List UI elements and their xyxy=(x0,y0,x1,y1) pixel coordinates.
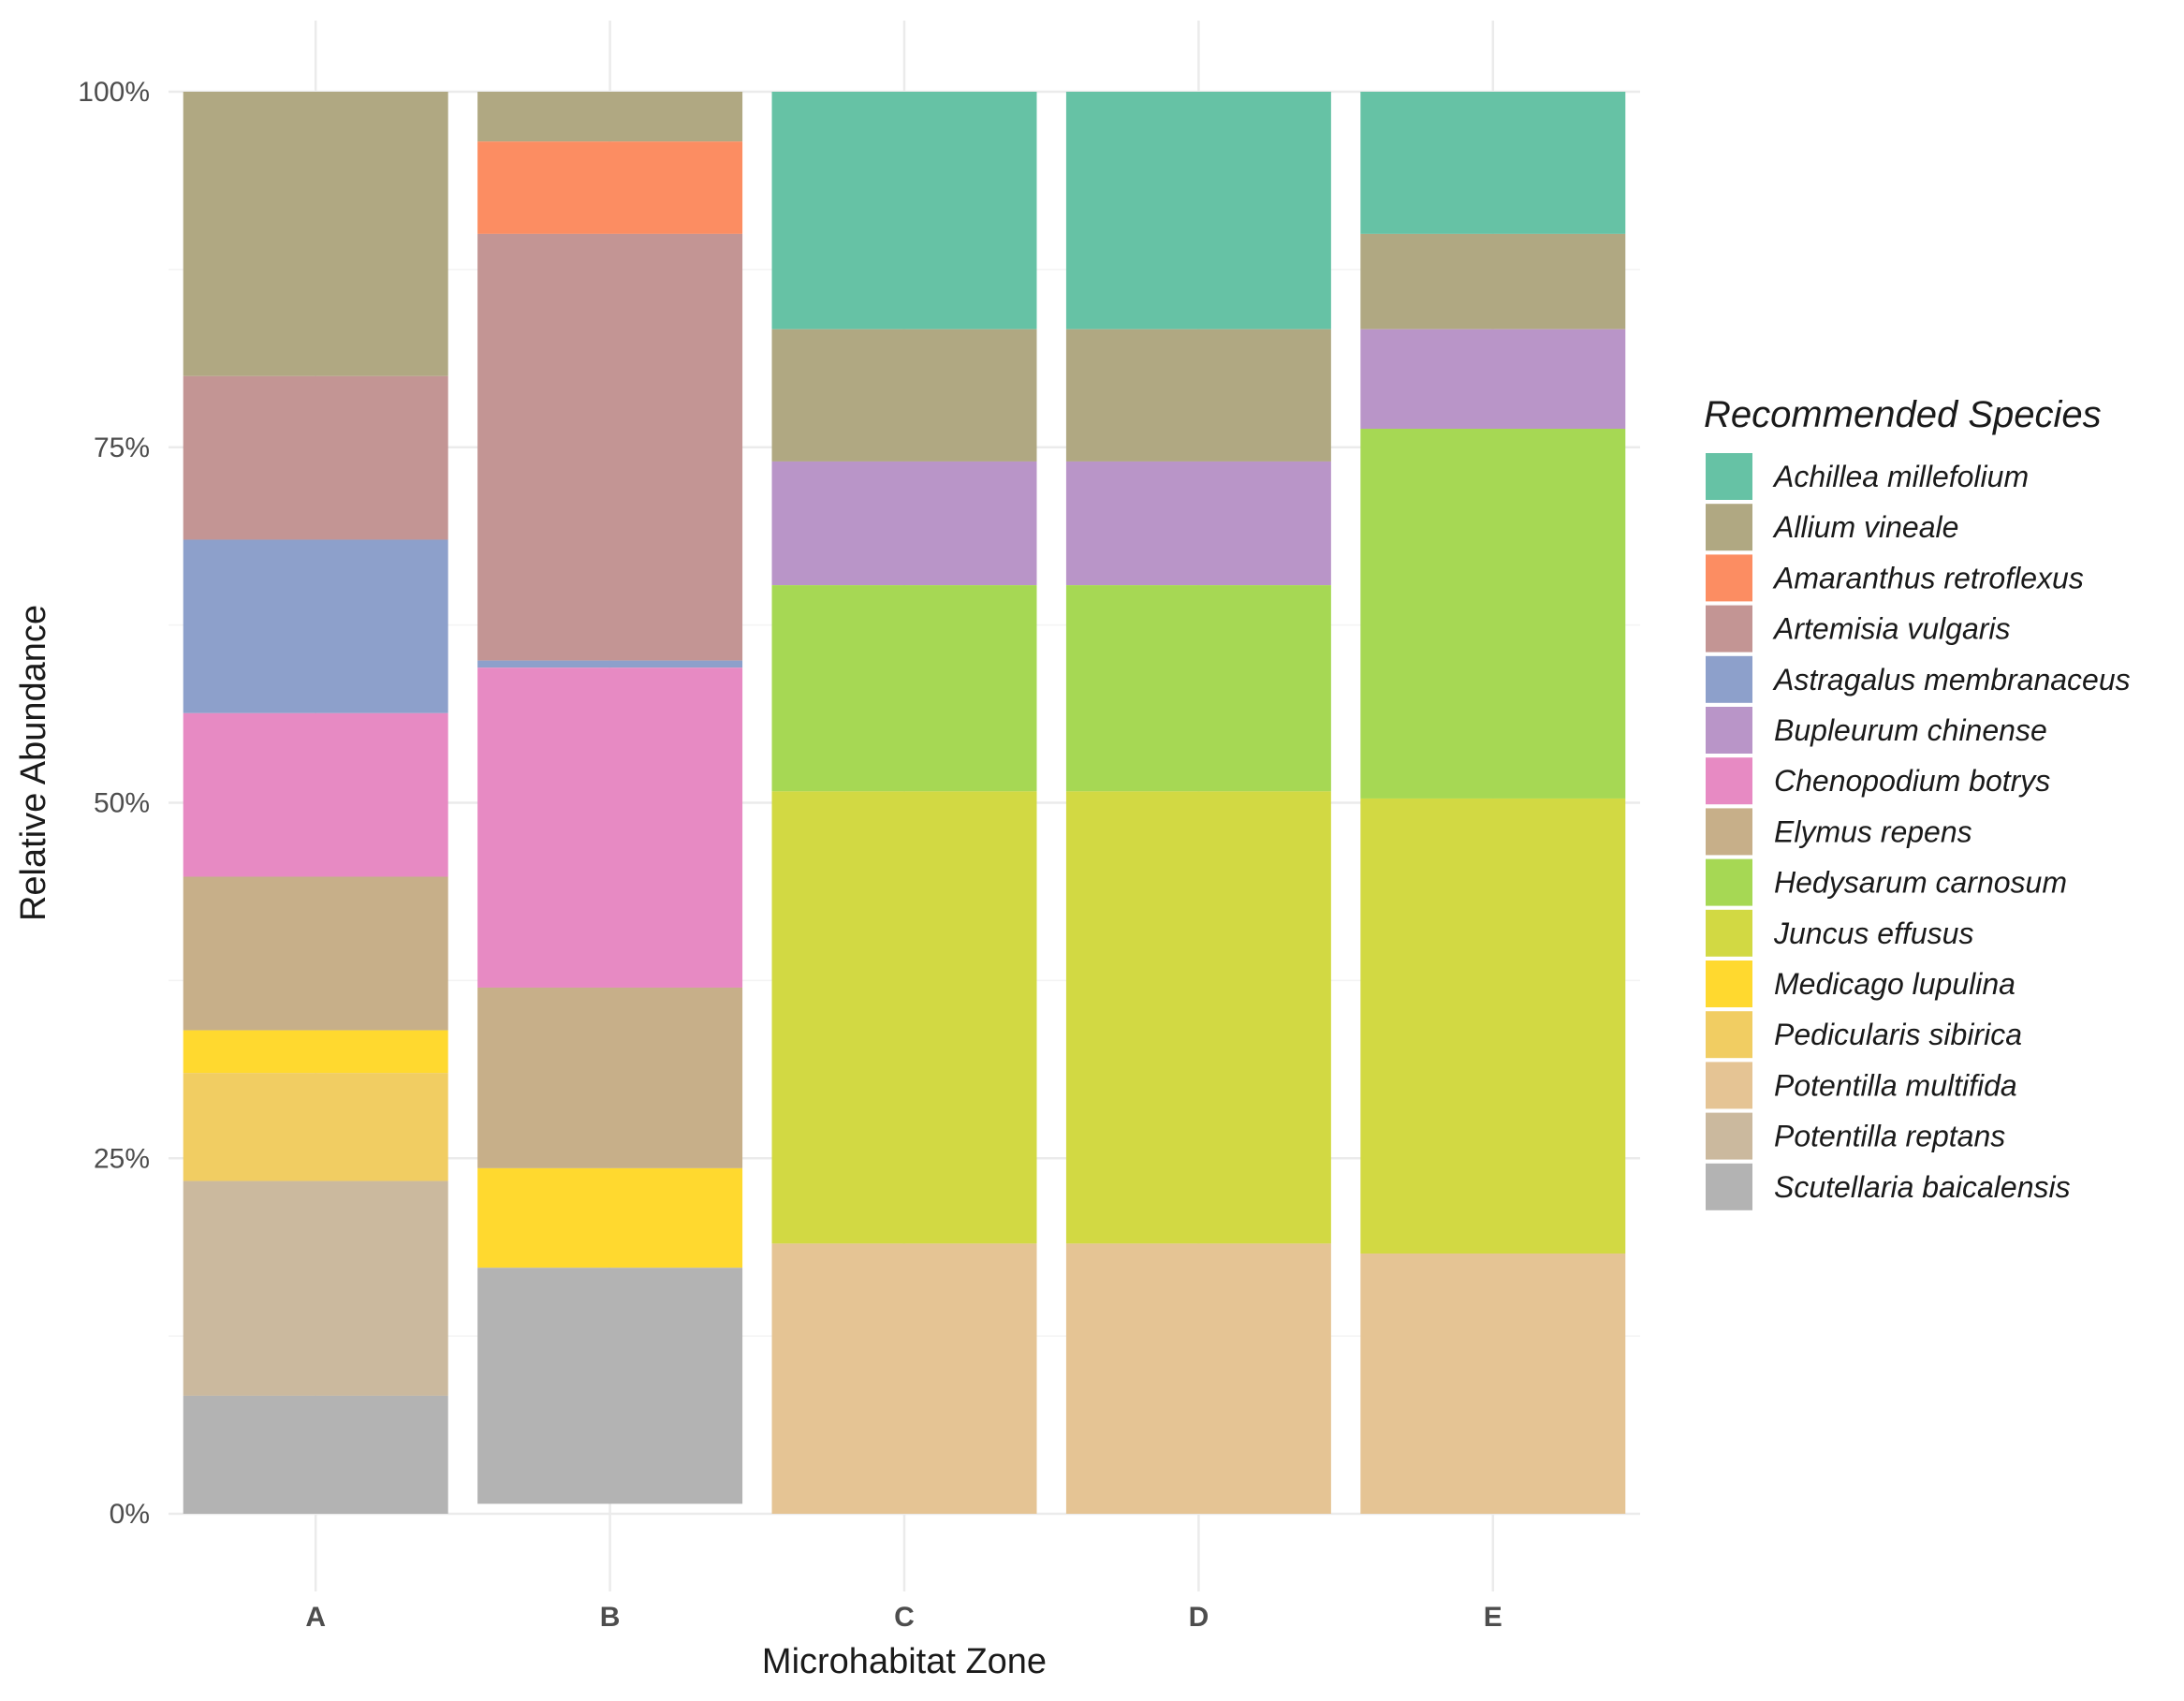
bar-segment-b-amaranthus-retroflexus xyxy=(477,141,743,234)
bar-segment-b-astragalus-membranaceus xyxy=(477,660,743,668)
bar-segment-a-artemisia-vulgaris xyxy=(183,375,448,540)
legend-key-scutellaria-baicalensis xyxy=(1706,1163,1752,1210)
bar-segment-c-achillea-millefolium xyxy=(771,92,1037,330)
bar-segment-a-potentilla-reptans xyxy=(183,1180,448,1396)
legend-label-amaranthus-retroflexus: Amaranthus retroflexus xyxy=(1772,561,2084,594)
x-tick-label: D xyxy=(1189,1602,1209,1633)
bar-segment-e-juncus-effusus xyxy=(1360,798,1626,1254)
bar-segment-a-allium-vineale xyxy=(183,92,448,376)
legend-label-pedicularis-sibirica: Pedicularis sibirica xyxy=(1774,1018,2022,1051)
y-axis-ticks: 0% 25% 50% 75% 100% xyxy=(78,77,150,1530)
legend-label-elymus-repens: Elymus repens xyxy=(1774,814,1972,848)
legend-key-amaranthus-retroflexus xyxy=(1706,554,1752,602)
bar-segment-b-scutellaria-baicalensis xyxy=(477,1268,743,1504)
bar-segment-a-elymus-repens xyxy=(183,876,448,1031)
bar-segment-c-potentilla-multifida xyxy=(771,1243,1037,1514)
bar-segment-b-allium-vineale xyxy=(477,92,743,142)
bar-segment-c-bupleurum-chinense xyxy=(771,461,1037,586)
legend-key-allium-vineale xyxy=(1706,504,1752,551)
legend-key-artemisia-vulgaris xyxy=(1706,605,1752,653)
legend-label-artemisia-vulgaris: Artemisia vulgaris xyxy=(1772,612,2011,646)
legend-label-scutellaria-baicalensis: Scutellaria baicalensis xyxy=(1774,1170,2071,1204)
bar-segment-e-potentilla-multifida xyxy=(1360,1254,1626,1514)
bar-segment-d-allium-vineale xyxy=(1065,329,1331,462)
legend-label-chenopodium-botrys: Chenopodium botrys xyxy=(1774,764,2050,798)
bar-segment-d-juncus-effusus xyxy=(1065,791,1331,1244)
legend-key-potentilla-reptans xyxy=(1706,1112,1752,1160)
bar-segment-b-artemisia-vulgaris xyxy=(477,233,743,661)
legend-label-achillea-millefolium: Achillea millefolium xyxy=(1772,460,2029,493)
legend: Recommended Species Achillea millefolium… xyxy=(1704,394,2131,1210)
legend-key-potentilla-multifida xyxy=(1706,1062,1752,1109)
bar-segment-a-chenopodium-botrys xyxy=(183,712,448,877)
legend-key-astragalus-membranaceus xyxy=(1706,655,1752,703)
x-axis-ticks: A B C D E xyxy=(305,1602,1502,1633)
bar-segment-a-pedicularis-sibirica xyxy=(183,1073,448,1181)
y-axis-title: Relative Abundance xyxy=(14,605,53,921)
y-tick-label: 25% xyxy=(94,1143,150,1174)
x-tick-label: C xyxy=(894,1602,915,1633)
legend-label-hedysarum-carnosum: Hedysarum carnosum xyxy=(1774,866,2067,900)
bar-segment-a-astragalus-membranaceus xyxy=(183,539,448,713)
bar-segment-c-allium-vineale xyxy=(771,329,1037,462)
legend-key-bupleurum-chinense xyxy=(1706,707,1752,754)
legend-label-juncus-effusus: Juncus effusus xyxy=(1773,916,1973,950)
bar-segment-c-juncus-effusus xyxy=(771,791,1037,1244)
bar-segment-e-hedysarum-carnosum xyxy=(1360,429,1626,799)
legend-label-allium-vineale: Allium vineale xyxy=(1772,510,1958,544)
legend-label-potentilla-reptans: Potentilla reptans xyxy=(1774,1120,2005,1153)
bar-segment-a-medicago-lupulina xyxy=(183,1030,448,1074)
bar-segment-b-elymus-repens xyxy=(477,987,743,1168)
bar-segment-d-hedysarum-carnosum xyxy=(1065,585,1331,792)
y-tick-label: 50% xyxy=(94,788,150,819)
legend-key-pedicularis-sibirica xyxy=(1706,1011,1752,1059)
bar-segment-e-bupleurum-chinense xyxy=(1360,329,1626,430)
legend-key-achillea-millefolium xyxy=(1706,453,1752,500)
bar-segment-b-medicago-lupulina xyxy=(477,1167,743,1268)
y-tick-label: 75% xyxy=(94,433,150,463)
legend-key-elymus-repens xyxy=(1706,808,1752,856)
bar-segment-b-chenopodium-botrys xyxy=(477,667,743,988)
y-tick-label: 0% xyxy=(110,1499,150,1530)
legend-label-medicago-lupulina: Medicago lupulina xyxy=(1774,967,2015,1001)
legend-label-potentilla-multifida: Potentilla multifida xyxy=(1774,1068,2017,1102)
bar-segment-c-hedysarum-carnosum xyxy=(771,585,1037,792)
bar-segment-d-potentilla-multifida xyxy=(1065,1243,1331,1514)
legend-key-chenopodium-botrys xyxy=(1706,757,1752,805)
x-tick-label: A xyxy=(305,1602,326,1633)
bar-segment-e-achillea-millefolium xyxy=(1360,92,1626,234)
x-axis-title: Microhabitat Zone xyxy=(762,1642,1047,1681)
x-tick-label: B xyxy=(600,1602,621,1633)
legend-key-juncus-effusus xyxy=(1706,909,1752,957)
bars xyxy=(183,92,1626,1514)
legend-label-bupleurum-chinense: Bupleurum chinense xyxy=(1774,713,2047,747)
bar-segment-d-achillea-millefolium xyxy=(1065,92,1331,330)
legend-title: Recommended Species xyxy=(1704,394,2102,435)
legend-key-medicago-lupulina xyxy=(1706,960,1752,1007)
x-tick-label: E xyxy=(1484,1602,1502,1633)
y-tick-label: 100% xyxy=(78,77,150,108)
legend-label-astragalus-membranaceus: Astragalus membranaceus xyxy=(1772,663,2131,697)
bar-segment-e-allium-vineale xyxy=(1360,233,1626,330)
bar-segment-a-scutellaria-baicalensis xyxy=(183,1395,448,1514)
legend-key-hedysarum-carnosum xyxy=(1706,858,1752,906)
bar-segment-d-bupleurum-chinense xyxy=(1065,461,1331,586)
